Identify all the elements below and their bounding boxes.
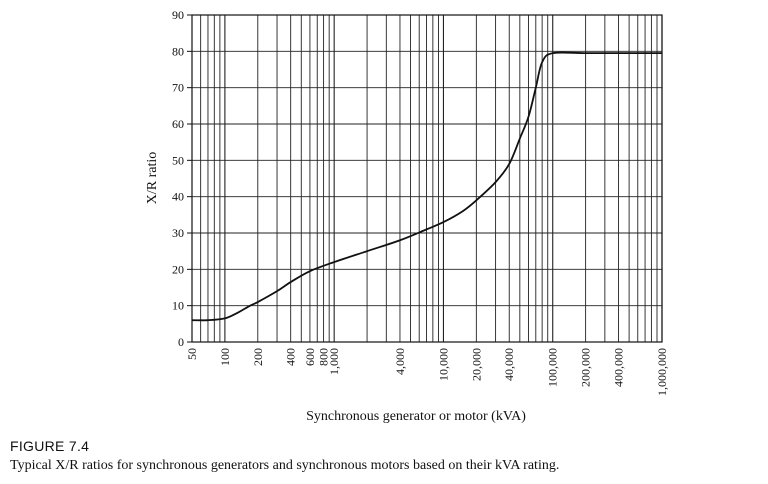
y-tick-label: 10 (172, 299, 184, 313)
y-axis-title: X/R ratio (145, 152, 160, 205)
series-layer (191, 51, 662, 322)
x-tick-label: 20,000 (469, 348, 483, 381)
series-line-0 (191, 51, 662, 322)
x-tick-label: 400,000 (612, 348, 626, 387)
x-tick-label: 200 (251, 348, 265, 366)
x-tick-label: 4,000 (393, 348, 407, 375)
x-tick-label: 10,000 (436, 348, 450, 381)
y-tick-label: 30 (172, 226, 184, 240)
y-tick-label: 50 (172, 153, 184, 167)
x-tick-label: 1,000,000 (655, 348, 669, 396)
x-tick-label: 800 (317, 348, 331, 366)
x-tick-label: 50 (185, 348, 199, 360)
figure-caption: Typical X/R ratios for synchronous gener… (10, 458, 560, 473)
y-tick-label: 70 (172, 81, 184, 95)
x-tick-label: 100 (218, 348, 232, 366)
y-tick-label: 80 (172, 44, 184, 58)
plot-border (191, 14, 663, 343)
x-axis-title: Synchronous generator or motor (kVA) (306, 409, 526, 424)
y-tick-label: 0 (178, 335, 184, 349)
y-axis: 0 10 20 30 40 50 60 70 80 90 (172, 8, 192, 349)
y-tick-label: 60 (172, 117, 184, 131)
x-tick-label: 200,000 (579, 348, 593, 387)
x-tick-label: 40,000 (502, 348, 516, 381)
grid (191, 14, 663, 343)
x-tick-label: 1,000 (327, 348, 341, 375)
y-tick-label: 20 (172, 262, 184, 276)
x-tick-label: 400 (284, 348, 298, 366)
y-tick-label: 40 (172, 190, 184, 204)
plot-frame (191, 14, 663, 343)
figure-label: FIGURE 7.4 (10, 438, 90, 454)
x-tick-label: 100,000 (546, 348, 560, 387)
x-tick-label: 600 (303, 348, 317, 366)
y-tick-label: 90 (172, 8, 184, 22)
